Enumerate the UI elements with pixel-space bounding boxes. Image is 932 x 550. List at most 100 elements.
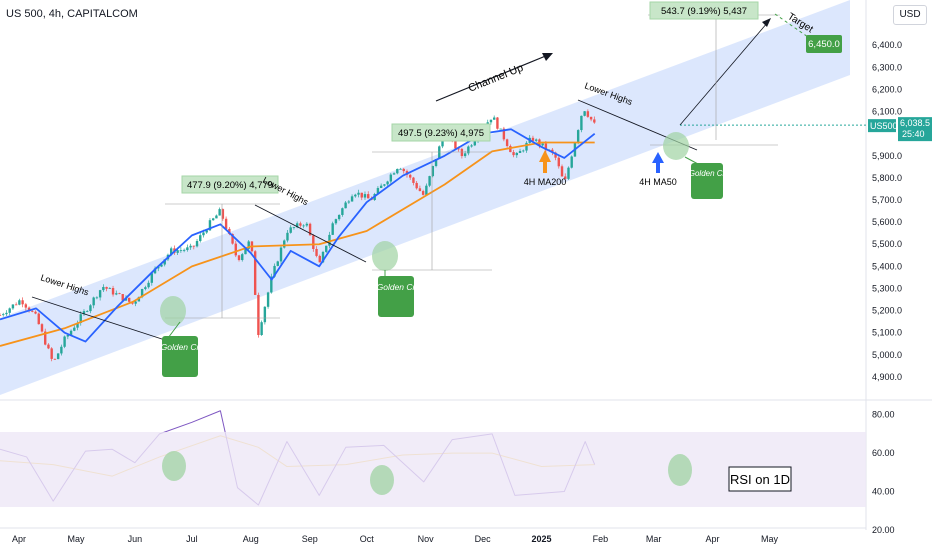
price-candle — [367, 191, 370, 199]
price-candle — [115, 290, 118, 296]
time-tick-label: Jul — [186, 534, 198, 544]
currency-button[interactable]: USD — [893, 5, 927, 25]
price-candle — [0, 313, 2, 316]
price-candle — [570, 155, 573, 169]
price-candle — [315, 246, 318, 258]
price-candle — [312, 234, 315, 252]
golden-cross-box-2: 4H Golden Cross — [363, 276, 429, 317]
time-tick-label: Nov — [418, 534, 435, 544]
price-candle — [350, 194, 354, 202]
golden-cross-text-1: 4H Golden Cross — [147, 342, 213, 352]
price-candle — [147, 280, 150, 289]
rsi-golden-circle-2 — [370, 465, 394, 495]
price-candle — [111, 285, 115, 297]
price-candle — [557, 155, 560, 169]
price-candle — [589, 116, 593, 122]
last-price-value: 6,038.5 — [900, 118, 930, 128]
time-tick-label: May — [67, 534, 85, 544]
time-tick-label: Sep — [302, 534, 318, 544]
price-tick-label: 5,000.0 — [872, 350, 902, 360]
rsi-tick-label: 60.00 — [872, 448, 895, 458]
measure-1-text: 477.9 (9.20%) 4,779 — [187, 180, 273, 191]
price-candle — [211, 217, 215, 221]
price-candle — [24, 302, 28, 311]
channel-arrow — [435, 54, 549, 102]
price-candle — [182, 248, 186, 253]
price-candle — [82, 309, 86, 316]
price-candle — [357, 189, 360, 198]
ma200-line — [0, 141, 595, 347]
golden-cross-pointer-1 — [167, 321, 181, 339]
time-tick-label: Apr — [705, 534, 719, 544]
price-candle — [199, 232, 202, 243]
price-candle — [383, 183, 386, 187]
price-candle — [379, 183, 383, 189]
price-candle — [534, 138, 538, 143]
price-layer — [0, 109, 596, 362]
price-candle — [160, 264, 163, 268]
price-candle — [108, 287, 112, 289]
price-candle — [402, 167, 405, 174]
price-candle — [396, 168, 399, 175]
price-candle — [354, 193, 357, 198]
time-tick-label: 2025 — [531, 534, 551, 544]
price-candle — [344, 201, 347, 209]
time-tick-label: Aug — [243, 534, 259, 544]
price-candle — [186, 244, 189, 252]
price-candle — [431, 165, 435, 178]
price-candle — [92, 296, 95, 309]
price-candle — [257, 292, 260, 338]
price-candle — [53, 358, 57, 360]
price-tick-label: 4,900.0 — [872, 372, 902, 382]
price-candle — [247, 240, 250, 251]
time-tick-label: Oct — [360, 534, 375, 544]
price-candle — [37, 312, 40, 325]
price-candle — [5, 310, 8, 317]
price-candle — [564, 173, 567, 180]
target-value: 6,450.0 — [808, 39, 840, 50]
price-axis[interactable]: 6,400.0 6,300.0 6,200.0 6,100.0 5,900.0 5,800… — [872, 40, 902, 382]
price-candle — [492, 115, 496, 120]
price-candle — [60, 344, 63, 356]
price-candle — [331, 221, 334, 236]
golden-cross-circle-2 — [372, 241, 398, 271]
price-candle — [502, 126, 506, 142]
channel-label: Channel Up — [467, 62, 525, 95]
price-candle — [347, 199, 351, 204]
price-candle — [8, 307, 11, 316]
price-candle — [98, 289, 102, 301]
measure-3-text: 543.7 (9.19%) 5,437 — [661, 6, 747, 17]
price-candle — [150, 272, 154, 286]
time-tick-label: May — [761, 534, 779, 544]
price-candle — [583, 111, 586, 117]
price-tick-label: 5,100.0 — [872, 328, 902, 338]
price-candle — [218, 207, 221, 216]
price-candle — [192, 245, 195, 250]
price-candle — [409, 173, 412, 180]
symbol-tag — [868, 119, 896, 133]
price-candle — [415, 181, 418, 190]
rsi-axis[interactable]: 80.00 60.00 40.00 20.00 — [872, 410, 895, 535]
symbol-tag-text: US500 — [870, 121, 898, 131]
price-candle — [224, 216, 228, 230]
ma50-label: 4H MA50 — [639, 177, 677, 187]
price-candle — [79, 311, 82, 326]
price-candle — [195, 238, 199, 248]
price-candle — [73, 325, 76, 332]
price-candle — [499, 128, 502, 130]
ma50-line — [0, 128, 596, 343]
time-axis[interactable]: Apr May Jun Jul Aug Sep Oct Nov Dec 2025 Feb Mar Apr… — [12, 534, 779, 544]
price-tick-label: 5,300.0 — [872, 283, 902, 293]
target-arrowhead — [762, 18, 771, 27]
time-tick-label: Feb — [593, 534, 609, 544]
price-candle — [244, 248, 247, 255]
price-candle — [179, 247, 183, 253]
ma200-arrow-icon — [539, 150, 551, 173]
price-candle — [118, 292, 121, 295]
price-candle — [266, 291, 270, 309]
price-candle — [586, 109, 590, 118]
price-candle — [489, 119, 493, 125]
golden-cross-text-2: 4H Golden Cross — [363, 282, 429, 292]
price-tick-label: 5,200.0 — [872, 306, 902, 316]
